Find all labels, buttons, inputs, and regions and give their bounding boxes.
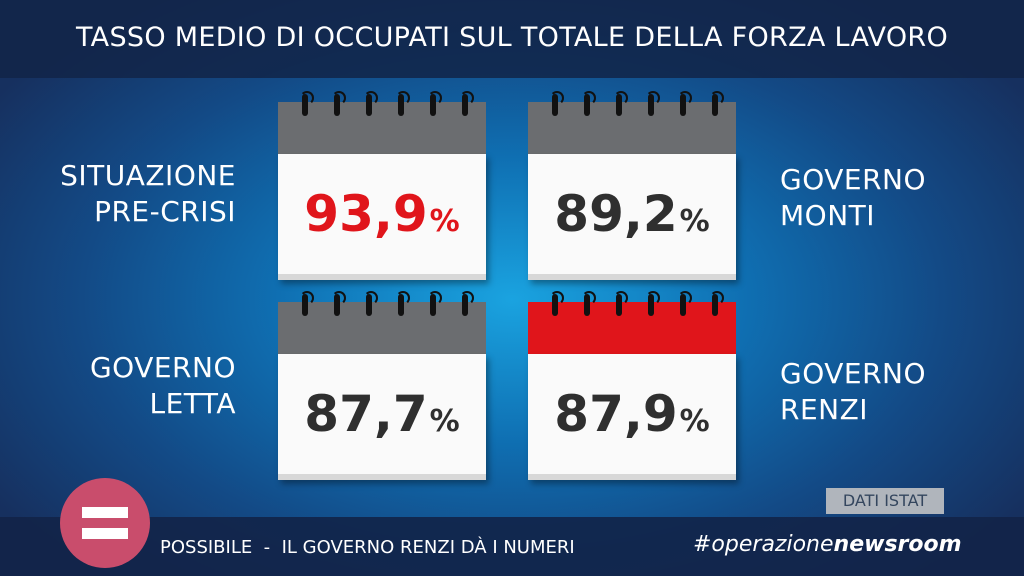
ring-icon — [678, 291, 692, 316]
ring-icon — [300, 91, 314, 116]
hashtag: #operazionenewsroom — [693, 532, 962, 557]
value-pre-crisi: 93,9% — [278, 154, 486, 274]
calendar-header — [528, 302, 736, 354]
page-title: TASSO MEDIO DI OCCUPATI SUL TOTALE DELLA… — [75, 22, 949, 53]
source-badge: DATI ISTAT — [826, 488, 944, 514]
value-number: 87,9 — [554, 385, 678, 443]
label-line2: RENZI — [780, 393, 869, 426]
calendar-page: 87,7% — [278, 354, 486, 480]
label-pre-crisi: SITUAZIONE PRE-CRISI — [40, 158, 236, 230]
ring-icon — [460, 291, 474, 316]
value-unit: % — [679, 204, 710, 239]
hashtag-prefix: #operazione — [693, 532, 834, 557]
value-unit: % — [429, 404, 460, 439]
footer-text: POSSIBILE - IL GOVERNO RENZI DÀ I NUMERI — [160, 537, 575, 558]
ring-icon — [710, 91, 724, 116]
label-line1: SITUAZIONE — [60, 159, 236, 192]
ring-icon — [646, 291, 660, 316]
ring-icon — [332, 91, 346, 116]
calendar-header — [278, 302, 486, 354]
ring-icon — [582, 291, 596, 316]
possibile-logo-icon — [60, 478, 150, 568]
ring-icon — [614, 291, 628, 316]
ring-icon — [550, 291, 564, 316]
value-renzi: 87,9% — [528, 354, 736, 474]
label-line1: GOVERNO — [89, 351, 236, 384]
calendar-page: 89,2% — [528, 154, 736, 280]
value-number: 87,7 — [304, 385, 428, 443]
footer-bar — [0, 517, 1024, 576]
value-unit: % — [679, 404, 710, 439]
ring-icon — [646, 91, 660, 116]
calendar-pre-crisi: 93,9% — [278, 91, 486, 280]
label-line2: MONTI — [780, 199, 876, 232]
ring-icon — [550, 91, 564, 116]
calendar-page: 93,9% — [278, 154, 486, 280]
hashtag-bold: newsroom — [833, 532, 962, 557]
ring-icon — [364, 291, 378, 316]
ring-icon — [614, 91, 628, 116]
calendar-renzi: 87,9% — [528, 291, 736, 480]
ring-icon — [582, 91, 596, 116]
value-letta: 87,7% — [278, 354, 486, 474]
label-line2: LETTA — [149, 387, 236, 420]
label-letta: GOVERNO LETTA — [40, 350, 236, 422]
ring-icon — [460, 91, 474, 116]
value-number: 89,2 — [554, 185, 678, 243]
calendar-letta: 87,7% — [278, 291, 486, 480]
ring-icon — [678, 91, 692, 116]
ring-icon — [396, 91, 410, 116]
value-number: 93,9 — [304, 185, 428, 243]
calendar-header — [278, 102, 486, 154]
label-line1: GOVERNO — [780, 357, 927, 390]
title-bar — [0, 0, 1024, 78]
logo-bar-top — [82, 507, 128, 518]
ring-icon — [428, 291, 442, 316]
label-line2: PRE-CRISI — [94, 195, 236, 228]
ring-icon — [428, 91, 442, 116]
value-monti: 89,2% — [528, 154, 736, 274]
value-unit: % — [429, 204, 460, 239]
label-monti: GOVERNO MONTI — [780, 162, 980, 234]
calendar-monti: 89,2% — [528, 91, 736, 280]
calendar-header — [528, 102, 736, 154]
label-line1: GOVERNO — [780, 163, 927, 196]
ring-icon — [396, 291, 410, 316]
label-renzi: GOVERNO RENZI — [780, 356, 980, 428]
ring-icon — [710, 291, 724, 316]
ring-icon — [332, 291, 346, 316]
logo-bar-bottom — [82, 528, 128, 539]
calendar-page: 87,9% — [528, 354, 736, 480]
ring-icon — [364, 91, 378, 116]
ring-icon — [300, 291, 314, 316]
